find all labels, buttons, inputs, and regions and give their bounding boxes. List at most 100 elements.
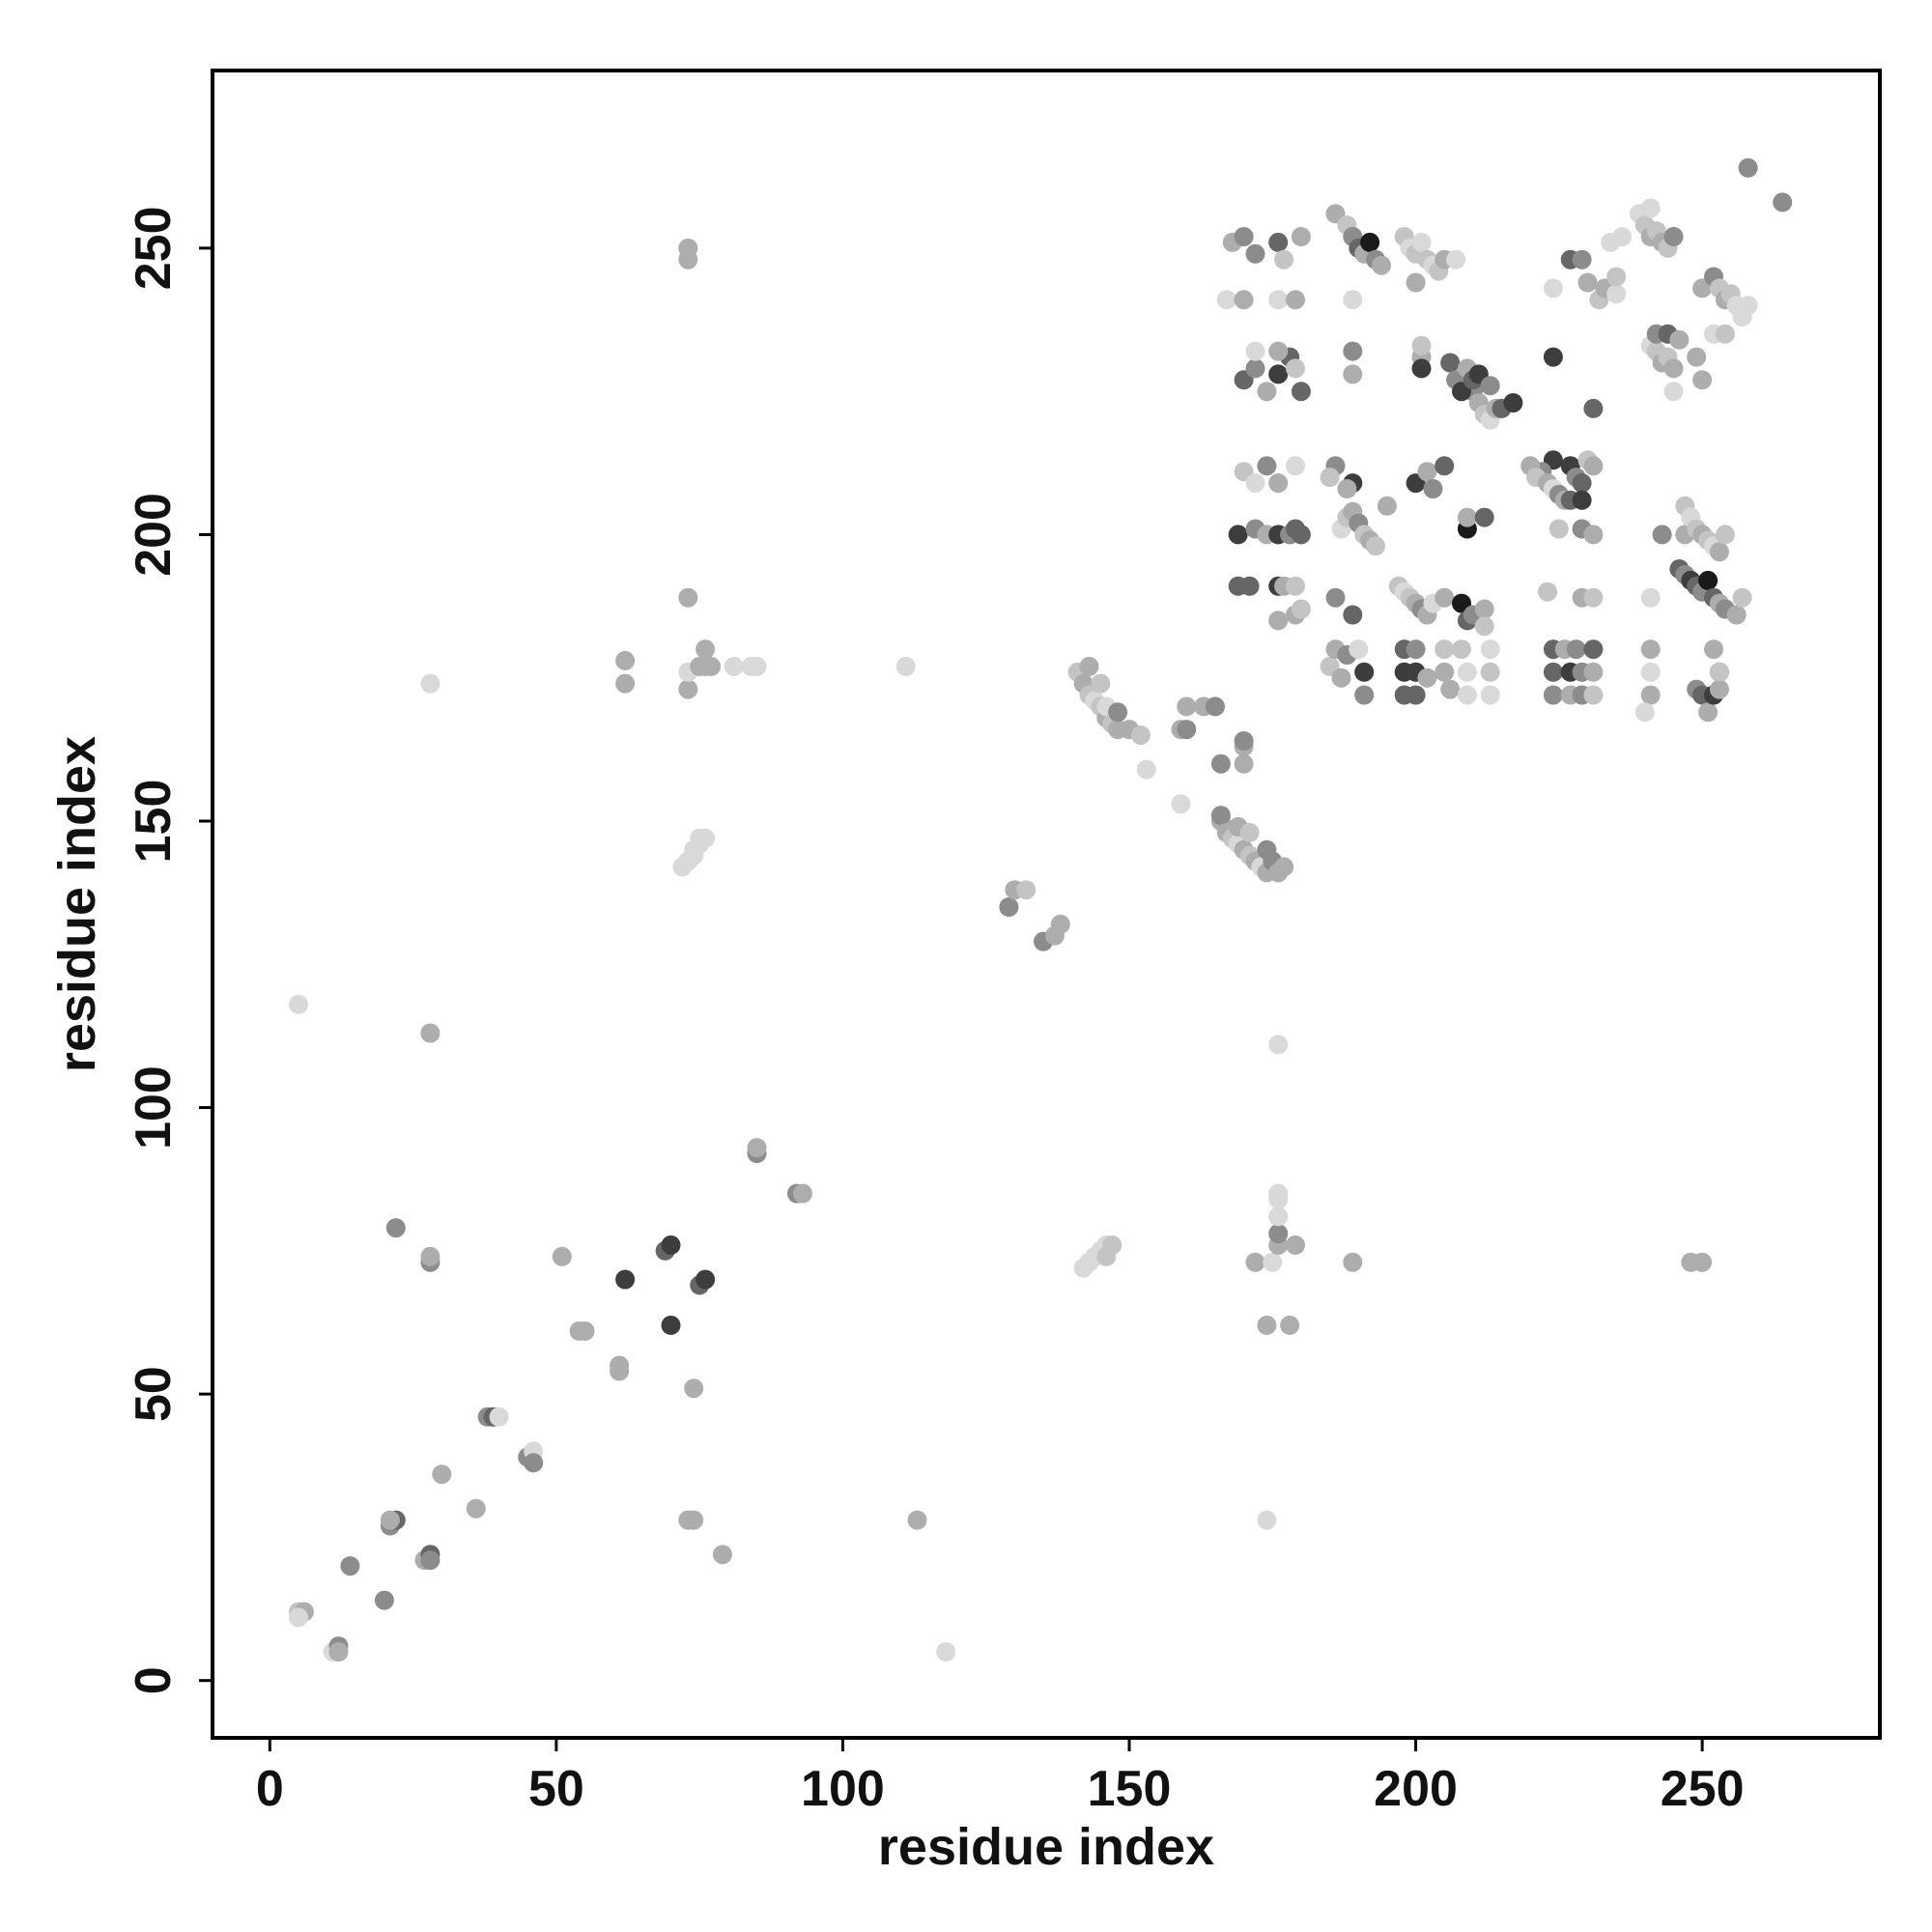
data-point <box>1709 542 1729 562</box>
data-point <box>895 656 916 676</box>
data-point <box>1268 364 1289 384</box>
data-point <box>615 650 636 670</box>
x-tick-label: 50 <box>528 1761 584 1817</box>
data-point <box>385 1218 406 1238</box>
data-point <box>1268 1183 1289 1204</box>
data-point <box>1177 720 1197 740</box>
data-point <box>1732 587 1752 608</box>
data-point <box>1291 382 1311 402</box>
data-point <box>1583 639 1604 660</box>
data-point <box>907 1510 927 1530</box>
data-point <box>1234 753 1254 774</box>
data-point <box>1704 639 1723 660</box>
data-point <box>1234 290 1254 310</box>
data-point <box>1640 587 1661 608</box>
data-point <box>575 1321 595 1341</box>
data-point <box>1130 725 1151 745</box>
data-point <box>1406 639 1426 660</box>
data-point <box>1583 456 1604 476</box>
data-point <box>1360 232 1380 252</box>
data-point <box>1228 525 1248 545</box>
data-point <box>1543 662 1563 682</box>
data-point <box>1377 496 1397 516</box>
data-point <box>1435 587 1455 608</box>
data-point <box>712 1545 732 1565</box>
data-point <box>1440 679 1461 699</box>
data-point <box>1263 1252 1283 1272</box>
data-point <box>1566 639 1586 660</box>
data-point <box>1543 347 1563 367</box>
data-point <box>1016 880 1037 900</box>
data-point <box>1291 525 1311 545</box>
data-point <box>678 238 698 258</box>
data-point <box>1245 1252 1265 1272</box>
data-point <box>1446 249 1466 270</box>
data-point <box>1474 616 1494 637</box>
data-point <box>1577 272 1598 293</box>
data-point <box>1268 1035 1289 1055</box>
y-axis-ticks: 0 50 100 150 200 250 <box>126 206 213 1694</box>
data-point <box>1239 576 1260 596</box>
data-point <box>1640 662 1661 682</box>
data-point <box>1234 227 1254 246</box>
data-point <box>1583 587 1604 608</box>
data-point <box>1206 696 1225 717</box>
data-point <box>1572 473 1592 494</box>
data-point <box>1652 525 1672 545</box>
data-point <box>1136 759 1156 780</box>
y-tick-label: 50 <box>126 1366 182 1422</box>
data-point <box>1738 296 1758 316</box>
y-tick-label: 100 <box>126 1065 182 1150</box>
data-point <box>792 1183 812 1204</box>
y-tick-label: 250 <box>126 206 182 290</box>
data-point <box>1640 198 1661 218</box>
data-point <box>1091 673 1111 694</box>
data-point <box>1440 353 1461 373</box>
data-point <box>1372 255 1391 275</box>
plot-frame <box>211 69 1882 1740</box>
data-point <box>1343 364 1363 384</box>
data-point <box>1268 232 1289 252</box>
data-point <box>1457 662 1477 682</box>
data-point <box>489 1406 509 1427</box>
data-point <box>1538 582 1557 602</box>
data-point <box>374 1590 394 1610</box>
data-point <box>1245 243 1265 264</box>
data-point <box>678 679 698 699</box>
data-point <box>1245 358 1265 379</box>
data-points <box>289 157 1793 1662</box>
data-point <box>420 673 440 694</box>
data-point <box>1692 1252 1713 1272</box>
data-point <box>1210 806 1231 826</box>
data-point <box>999 897 1019 917</box>
data-point <box>615 1269 636 1290</box>
data-point <box>936 1642 956 1662</box>
data-point <box>684 1510 704 1530</box>
data-point <box>1583 662 1604 682</box>
data-point <box>1257 839 1277 860</box>
data-point <box>289 994 308 1014</box>
data-point <box>1331 668 1351 688</box>
data-point <box>1257 1510 1277 1530</box>
data-point <box>1503 393 1523 412</box>
data-point <box>1268 611 1289 631</box>
data-point <box>1411 232 1432 252</box>
x-tick-label: 250 <box>1661 1761 1745 1817</box>
data-point <box>1417 462 1437 482</box>
data-point <box>1354 662 1375 682</box>
data-point <box>1583 685 1604 705</box>
data-point <box>1171 794 1191 814</box>
data-point <box>678 587 698 608</box>
data-point <box>1709 679 1729 699</box>
data-point <box>466 1498 486 1519</box>
data-point <box>1435 662 1455 682</box>
data-point <box>1640 639 1661 660</box>
data-point <box>1286 576 1305 596</box>
data-point <box>1543 278 1563 298</box>
data-point <box>1406 272 1426 293</box>
data-point <box>1337 479 1357 498</box>
data-point <box>1343 341 1363 361</box>
data-point <box>1606 284 1627 304</box>
data-point <box>1480 662 1500 682</box>
